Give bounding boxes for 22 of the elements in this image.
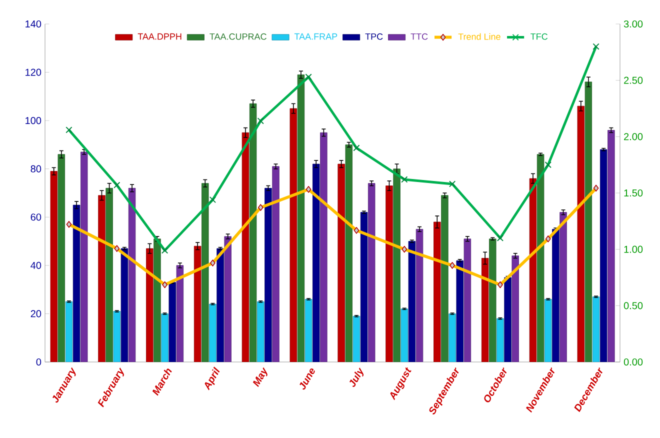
legend-label: TPC — [365, 33, 383, 40]
y-tick-label: 40 — [30, 262, 42, 269]
y-tick-label: 100 — [26, 117, 42, 124]
y2-tick-label: 1.00 — [624, 246, 643, 253]
legend-label: Trend Line — [458, 33, 500, 40]
legend-label: TTC — [410, 33, 428, 40]
y-tick-label: 120 — [26, 68, 42, 76]
y2-tick-label: 3.00 — [624, 20, 643, 28]
legend-label: TAA.FRAP — [294, 33, 338, 40]
legend-label: TFC — [530, 33, 548, 40]
y2-tick-label: 2.00 — [624, 133, 643, 140]
legend-label: TAA.DPPH — [138, 33, 182, 40]
y-tick-label: 80 — [30, 165, 42, 172]
legend-label: TAA.CUPRAC — [210, 33, 266, 40]
y2-tick-label: 2.50 — [624, 76, 643, 84]
y-tick-label: 60 — [30, 214, 42, 221]
y2-tick-label: 0.50 — [624, 302, 643, 310]
y-tick-label: 0 — [36, 358, 42, 366]
y2-tick-label: 0.00 — [624, 358, 643, 366]
y2-tick-label: 1.50 — [624, 189, 643, 197]
y-tick-label: 20 — [30, 310, 42, 318]
y-tick-label: 140 — [26, 20, 42, 28]
